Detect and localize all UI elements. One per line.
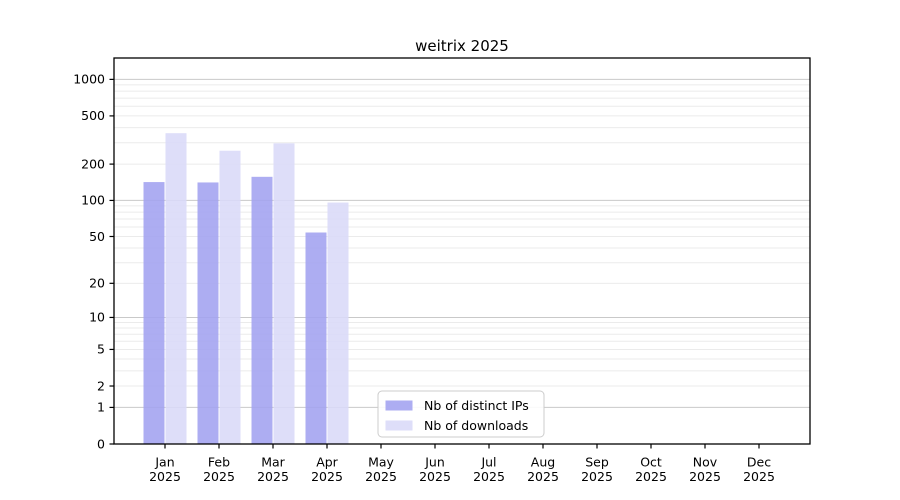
x-tick-label-month: Jun [424,455,445,470]
bar-downloads [165,133,187,444]
y-tick-label: 500 [81,108,105,123]
plot-border [113,57,811,445]
y-tick-label: 20 [89,276,105,291]
x-tick-label-month: Oct [640,455,662,470]
y-tick-label: 1 [97,400,105,415]
x-tick-label-month: Nov [693,455,718,470]
x-tick-label-month: Dec [747,455,771,470]
chart-title: weitrix 2025 [415,37,509,55]
x-tick-label-year: 2025 [257,469,289,484]
y-tick-label: 0 [97,436,105,451]
x-tick-label-year: 2025 [473,469,505,484]
y-tick-label: 10 [89,310,105,325]
legend-label-distinct-ips: Nb of distinct IPs [424,398,529,413]
bar-distinct-ips [197,182,219,444]
y-tick-label: 5 [97,342,105,357]
x-tick-label-year: 2025 [743,469,775,484]
legend: Nb of distinct IPs Nb of downloads [377,390,545,438]
x-tick-label-month: Jan [154,455,174,470]
bar-downloads [219,150,241,445]
x-tick-label-month: Mar [261,455,285,470]
legend-box [377,390,545,438]
x-tick-label-year: 2025 [689,469,721,484]
y-tick-label: 50 [89,229,105,244]
x-tick-label-year: 2025 [365,469,397,484]
y-tick-label: 100 [81,193,105,208]
x-tick-label-year: 2025 [149,469,181,484]
legend-swatch-distinct-ips [385,400,413,411]
y-tick-label: 2 [97,378,105,393]
x-tick-label-month: Feb [208,455,230,470]
x-tick-label-month: Jul [480,455,496,470]
bar-distinct-ips [251,176,273,444]
x-tick-label-month: May [368,455,394,470]
legend-label-downloads: Nb of downloads [424,418,528,433]
x-tick-label-year: 2025 [635,469,667,484]
bar-distinct-ips [305,232,327,444]
x-tick-label-year: 2025 [419,469,451,484]
x-tick-label-month: Aug [531,455,555,470]
x-tick-label-year: 2025 [527,469,559,484]
bar-downloads [327,202,349,444]
x-tick-label-month: Apr [316,455,338,470]
y-tick-label: 1000 [73,72,105,87]
x-tick-label-month: Sep [585,455,609,470]
bar-distinct-ips [143,182,165,444]
x-tick-label-year: 2025 [203,469,235,484]
bar-downloads [273,143,295,444]
y-tick-label: 200 [81,156,105,171]
legend-swatch-downloads [385,420,413,431]
x-tick-label-year: 2025 [581,469,613,484]
x-tick-label-year: 2025 [311,469,343,484]
